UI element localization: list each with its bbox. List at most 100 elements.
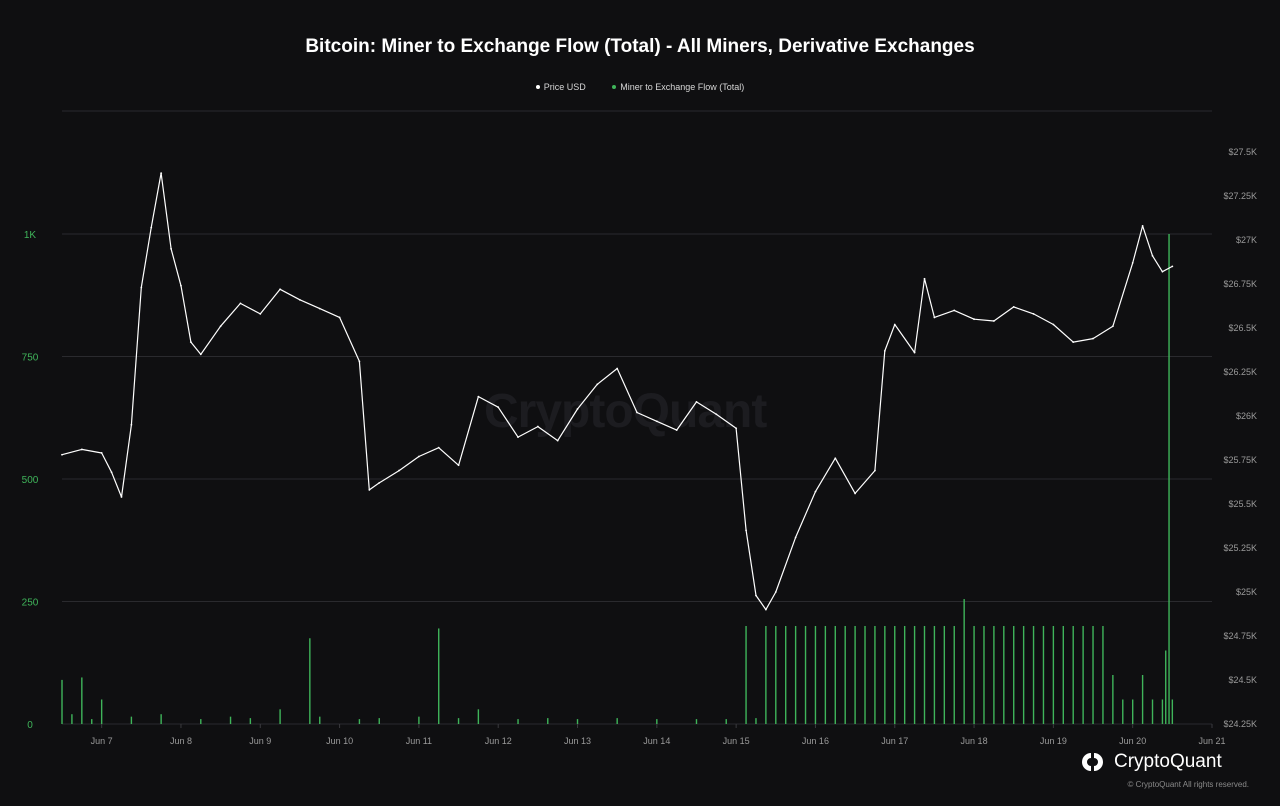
- price-point: [1131, 261, 1134, 264]
- price-point: [150, 226, 153, 229]
- right-axis-tick-label: $24.75K: [1223, 631, 1257, 641]
- price-point: [1151, 254, 1154, 257]
- flow-bar: [1072, 626, 1074, 724]
- x-axis-tick-label: Jun 12: [485, 736, 512, 746]
- right-axis-tick-label: $24.5K: [1228, 675, 1257, 685]
- flow-bar: [1141, 675, 1144, 724]
- flow-bar: [200, 719, 202, 724]
- flow-bar: [319, 716, 321, 724]
- price-point: [239, 302, 242, 305]
- left-axis-tick-label: 750: [22, 353, 39, 364]
- legend-item-price[interactable]: Price USD: [535, 82, 586, 92]
- flow-bar: [1122, 699, 1124, 724]
- flow-bar: [249, 718, 252, 724]
- price-point: [953, 309, 956, 312]
- brand-logo: CryptoQuant: [1080, 751, 1222, 773]
- price-point: [368, 489, 371, 491]
- left-axis-tick-label: 0: [27, 720, 33, 731]
- price-point: [279, 288, 282, 291]
- x-axis-tick-label: Jun 16: [802, 736, 829, 746]
- price-point: [636, 411, 638, 414]
- price-point: [596, 383, 599, 386]
- flow-bar: [130, 716, 133, 724]
- flow-bar: [547, 718, 549, 724]
- price-point: [358, 360, 361, 363]
- price-point: [854, 492, 857, 495]
- flow-bar: [1168, 234, 1170, 724]
- price-point: [1171, 265, 1174, 268]
- flow-bar: [378, 718, 380, 724]
- price-point: [883, 349, 886, 352]
- flow-bar: [229, 716, 232, 724]
- x-axis-tick-label: Jun 11: [406, 736, 432, 746]
- left-y-axis: 0 250 500 750 1K: [22, 230, 39, 731]
- price-point: [299, 298, 301, 301]
- x-axis-tick-label: Jun 7: [91, 736, 113, 746]
- flow-bar: [953, 626, 955, 724]
- legend-label-flow: Miner to Exchange Flow (Total): [620, 82, 745, 92]
- right-axis-tick-label: $27K: [1236, 235, 1257, 245]
- price-point: [437, 446, 440, 449]
- flow-bar: [1112, 675, 1114, 724]
- right-axis-tick-label: $25K: [1236, 587, 1257, 597]
- flow-bar: [844, 626, 846, 724]
- price-point: [398, 469, 400, 472]
- brand-name: CryptoQuant: [1114, 751, 1222, 772]
- flow-bar: [358, 719, 361, 724]
- price-point: [923, 277, 926, 280]
- price-point: [130, 423, 133, 426]
- price-point: [576, 408, 579, 410]
- price-point: [1141, 225, 1144, 227]
- flow-bars: [61, 234, 1174, 724]
- flow-bar: [1032, 626, 1035, 724]
- price-point: [874, 469, 876, 472]
- x-axis: Jun 7 Jun 8 Jun 9 Jun 10 Jun 11 Jun 12 Jun 13 J…: [91, 724, 1226, 746]
- flow-bar: [91, 719, 93, 724]
- flow-bar: [963, 599, 965, 724]
- x-axis-tick-label: Jun 21: [1198, 736, 1225, 746]
- price-point: [259, 313, 262, 315]
- flow-bar: [785, 626, 787, 724]
- chart-legend: Price USD Miner to Exchange Flow (Total): [0, 82, 1280, 92]
- price-point: [893, 323, 896, 326]
- flow-bar: [477, 709, 480, 724]
- left-axis-tick-label: 250: [22, 598, 39, 609]
- price-point: [755, 594, 757, 597]
- flow-bar: [903, 626, 906, 724]
- price-point: [120, 496, 123, 498]
- flow-bar: [913, 626, 916, 724]
- price-point: [913, 351, 916, 354]
- grid-lines: [62, 110, 1212, 725]
- price-point: [764, 608, 767, 611]
- flow-bar: [576, 719, 579, 724]
- flow-bar: [100, 699, 103, 724]
- price-point: [1032, 313, 1035, 315]
- price-point: [1092, 337, 1094, 340]
- right-axis-tick-label: $25.75K: [1223, 455, 1257, 465]
- flow-bar: [457, 718, 460, 724]
- right-axis-tick-label: $27.25K: [1223, 191, 1257, 201]
- x-axis-tick-label: Jun 14: [643, 736, 670, 746]
- price-point: [477, 395, 480, 398]
- flow-bar: [71, 714, 73, 724]
- flow-bar: [438, 628, 440, 724]
- flow-bar: [814, 626, 817, 724]
- flow-bar: [923, 626, 926, 724]
- price-point: [338, 316, 341, 319]
- flow-bar: [1165, 650, 1167, 724]
- price-point: [933, 316, 936, 319]
- flow-bar: [973, 626, 975, 724]
- price-point: [715, 413, 718, 416]
- price-point: [189, 341, 192, 343]
- flow-bar: [794, 626, 797, 724]
- chart-title: Bitcoin: Miner to Exchange Flow (Total) …: [305, 36, 975, 57]
- price-point: [774, 591, 777, 593]
- flow-bar: [943, 626, 946, 724]
- price-point: [556, 439, 559, 442]
- flow-bar: [775, 626, 777, 724]
- legend-dot-price: [535, 84, 540, 89]
- flow-bar: [1092, 626, 1094, 724]
- legend-item-flow[interactable]: Miner to Exchange Flow (Total): [612, 82, 744, 92]
- right-axis-tick-label: $25.5K: [1228, 499, 1257, 509]
- price-point: [80, 448, 83, 451]
